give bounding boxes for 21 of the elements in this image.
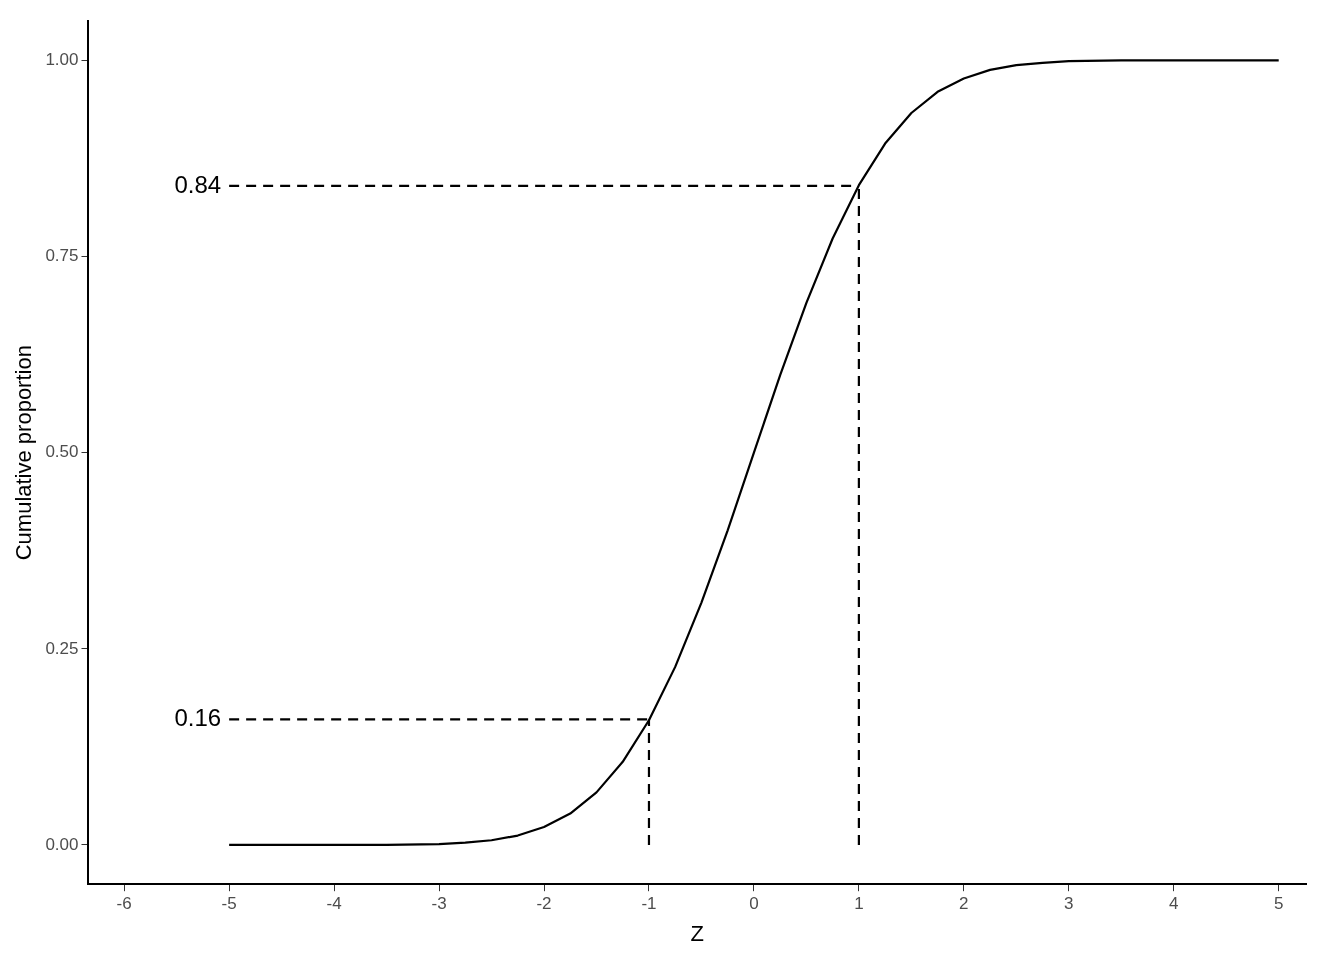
data-label: 0.84	[174, 170, 222, 198]
x-tick-label: 4	[1169, 894, 1179, 914]
y-tick-label: 1.00	[45, 50, 79, 70]
data-label: 0.16	[174, 704, 222, 732]
y-tick-label: 0.50	[45, 442, 79, 462]
x-tick-label: 3	[1064, 894, 1074, 914]
x-tick-label: 2	[959, 894, 969, 914]
x-tick-label: -2	[536, 894, 552, 914]
x-tick-label: 0	[749, 894, 759, 914]
y-tick-label: 0.00	[45, 834, 79, 854]
y-axis-title: Cumulative proportion	[11, 345, 37, 561]
x-tick-label: -1	[641, 894, 657, 914]
x-tick-label: -6	[116, 894, 132, 914]
x-tick-label: 5	[1273, 894, 1284, 914]
x-tick-label: -5	[221, 894, 237, 914]
y-tick-label: 0.25	[45, 638, 79, 658]
x-tick-label: -3	[431, 894, 447, 914]
x-tick-label: 1	[854, 894, 864, 914]
y-tick-label: 0.75	[45, 246, 79, 266]
x-tick-label: -4	[326, 894, 342, 914]
x-axis-title: Z	[690, 920, 704, 946]
